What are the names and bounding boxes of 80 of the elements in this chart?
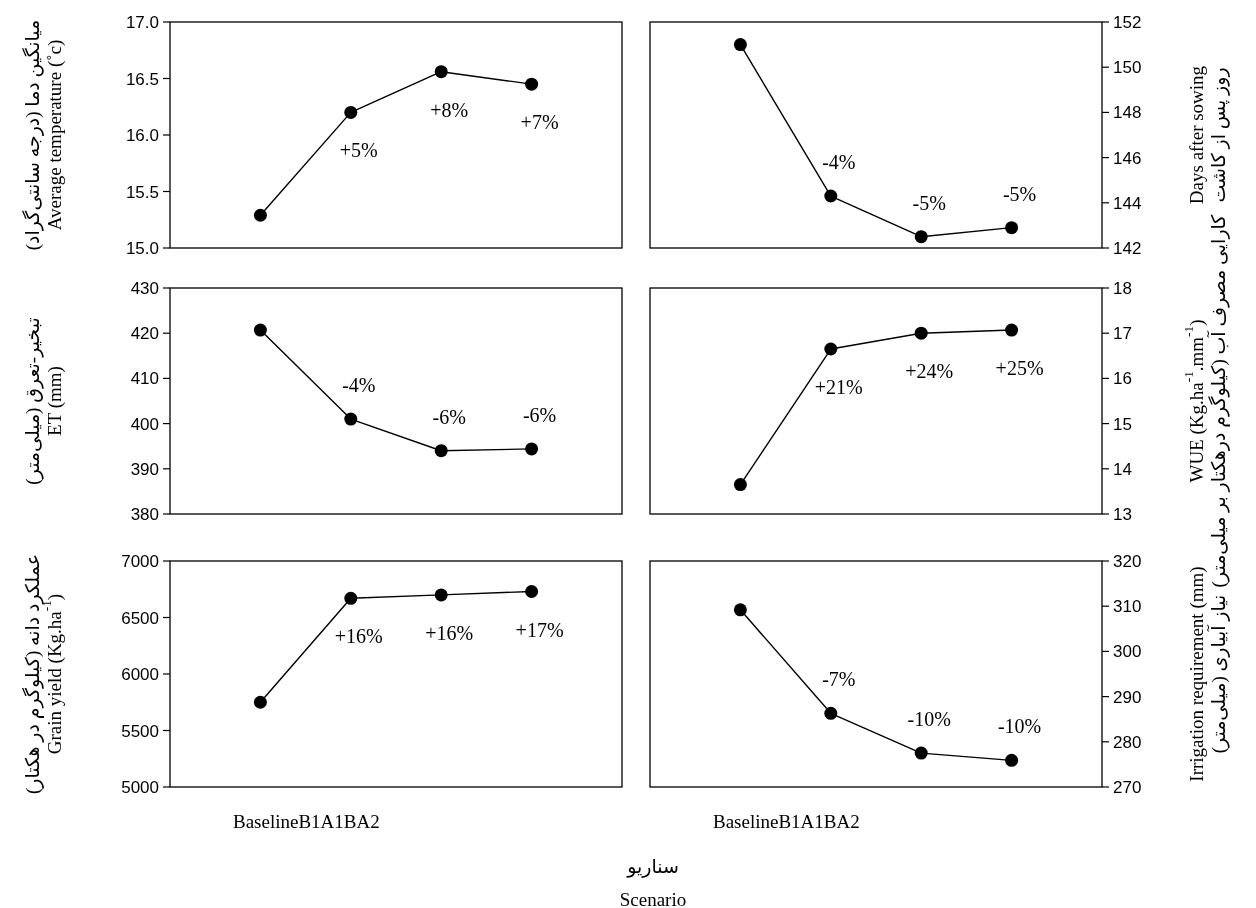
x-axis-title: BaselineB1A1BA2 [713, 810, 860, 832]
point [525, 585, 539, 599]
annotation: +8% [430, 98, 469, 121]
point [253, 695, 267, 709]
y-tick-label: 300 [1113, 641, 1142, 661]
y-tick-label: 16.5 [125, 69, 159, 88]
y-tick-label: 5000 [121, 777, 159, 797]
point [1005, 221, 1019, 235]
annotation: -6% [522, 403, 557, 426]
y-tick-label: 18 [1113, 278, 1132, 298]
annotation: -6% [432, 405, 466, 428]
point [525, 442, 539, 456]
y-tick-label: 320 [1113, 551, 1142, 571]
y-tick-label: 5500 [121, 721, 159, 740]
text: Scenario [619, 888, 687, 908]
annotation: +21% [814, 376, 863, 399]
y-tick-label: 17 [1113, 323, 1132, 343]
y-tick-label: 16 [1113, 368, 1132, 388]
annotation: -7% [822, 668, 856, 691]
annotation: +24% [905, 360, 954, 383]
y-tick-label: 7000 [121, 551, 159, 571]
text: سناریو [626, 855, 679, 878]
point [344, 591, 358, 605]
y-tick-label: 380 [130, 504, 159, 524]
point [253, 208, 267, 222]
y-tick-label: 390 [130, 459, 159, 479]
annotation: +16% [425, 621, 474, 644]
y-tick-label: 400 [130, 414, 159, 434]
point [733, 38, 747, 52]
y-tick-label: 148 [1113, 102, 1142, 122]
y-tick-label: 146 [1113, 148, 1142, 168]
point [824, 706, 838, 720]
y-tick-label: 16.0 [125, 125, 159, 145]
y-tick-label: 142 [1113, 238, 1142, 258]
annotation: +17% [515, 618, 564, 641]
point [434, 588, 448, 602]
y-tick-label: 280 [1113, 732, 1142, 752]
y-tick-label: 15 [1113, 414, 1132, 434]
point [344, 105, 358, 119]
point [824, 189, 838, 203]
annotation: -10% [997, 715, 1042, 738]
annotation: +16% [334, 625, 383, 648]
point [1005, 753, 1019, 767]
annotation: -10% [907, 708, 951, 731]
point [344, 412, 358, 426]
point [824, 342, 838, 356]
y-tick-label: 310 [1113, 596, 1142, 616]
point [914, 746, 928, 760]
y-tick-label: 270 [1113, 777, 1142, 797]
y-tick-label: 13 [1113, 504, 1132, 524]
point [253, 323, 267, 337]
y-tick-label: 420 [130, 323, 159, 343]
y-tick-label: 430 [130, 278, 159, 298]
y-tick-label: 14 [1113, 459, 1132, 479]
annotation: +25% [995, 357, 1044, 380]
y-tick-label: 15.5 [125, 182, 159, 201]
x-axis-title: BaselineB1A1BA2 [233, 810, 380, 832]
y-tick-label: 6500 [121, 608, 159, 627]
y-tick-label: 150 [1113, 57, 1142, 77]
point [525, 77, 539, 91]
y-tick-label: 17.0 [125, 12, 159, 32]
annotation: -4% [822, 151, 856, 174]
y-tick-label: 144 [1113, 193, 1142, 213]
point [1005, 323, 1019, 337]
point [733, 478, 747, 492]
y-tick-label: 290 [1113, 687, 1142, 707]
point [434, 65, 448, 79]
point [914, 326, 928, 340]
y-tick-label: 152 [1113, 12, 1142, 32]
annotation: +7% [520, 111, 559, 134]
y-tick-label: 6000 [121, 664, 159, 684]
annotation: -5% [912, 191, 946, 214]
y-tick-label: 15.0 [125, 238, 159, 258]
annotation: +5% [339, 139, 378, 162]
point [914, 230, 928, 244]
point [434, 444, 448, 458]
annotation: -4% [342, 374, 376, 397]
point [733, 603, 747, 617]
y-tick-label: 410 [130, 368, 159, 388]
annotation: -5% [1002, 182, 1037, 205]
